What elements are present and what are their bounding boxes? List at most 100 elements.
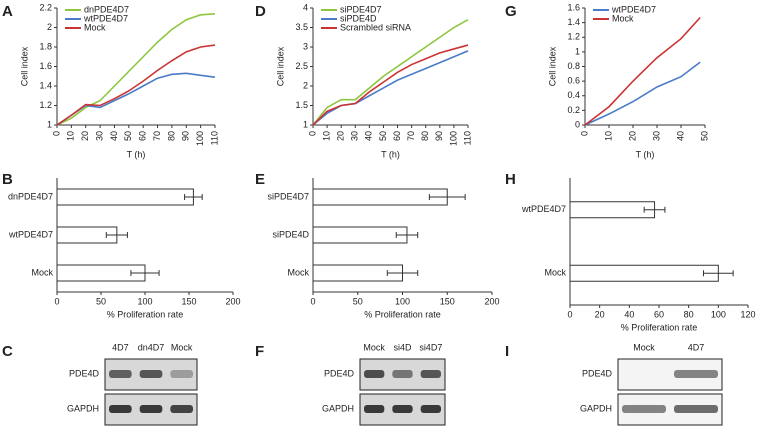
x-tick-label: 50 (96, 296, 106, 306)
y-tick-label: 4 (303, 2, 308, 12)
legend-label: Scrambled siRNA (340, 22, 411, 32)
category-label: Mock (31, 267, 53, 277)
x-tick-label: 0 (579, 131, 589, 136)
x-tick-label: 10 (603, 131, 613, 141)
legend-label: wtPDE4D7 (611, 4, 656, 14)
series-line (312, 19, 469, 126)
lane-label: si4D7 (419, 342, 442, 352)
legend-label: Mock (84, 22, 106, 32)
y-tick-label: 0.2 (567, 105, 580, 115)
y-tick-label: 1.4 (567, 17, 580, 27)
legend-label: siPDE4D7 (340, 4, 382, 14)
legend-label: siPDE4D (340, 13, 377, 23)
y-tick-label: 1.2 (39, 100, 52, 110)
y-tick-label: 1 (47, 119, 52, 129)
x-tick-label: 30 (651, 131, 661, 141)
blot-band (170, 370, 193, 378)
legend-label: wtPDE4D7 (83, 13, 128, 23)
x-tick-label: 20 (336, 131, 346, 141)
category-label: Mock (287, 267, 309, 277)
blot-band (139, 370, 163, 378)
series-line (584, 16, 701, 126)
row-label: GAPDH (322, 403, 354, 413)
series-line (56, 44, 216, 126)
y-tick-label: 1 (303, 119, 308, 129)
panel-letter: B (2, 171, 13, 188)
blot-band (392, 405, 413, 413)
y-tick-label: 1.6 (567, 2, 580, 12)
blot-band (420, 370, 441, 378)
error-bar (395, 232, 419, 238)
panel-letter: A (2, 3, 13, 20)
blot-band (170, 405, 193, 413)
x-axis-label: T (h) (381, 149, 400, 159)
x-axis-label: % Proliferation rate (107, 309, 184, 319)
row-label: PDE4D (69, 368, 100, 378)
x-tick-label: 10 (66, 131, 76, 141)
x-tick-label: 100 (711, 309, 726, 319)
y-tick-label: 3 (303, 41, 308, 51)
error-bar (643, 206, 666, 213)
category-label: dnPDE4D7 (8, 191, 53, 201)
panel-letter: G (505, 3, 517, 20)
row-label: PDE4D (324, 368, 355, 378)
blot-band (674, 370, 718, 378)
category-label: siPDE4D (272, 229, 309, 239)
x-tick-label: 30 (94, 131, 104, 141)
series-line (56, 13, 216, 126)
blot-band (109, 370, 132, 378)
y-tick-label: 0.6 (567, 76, 580, 86)
panel-letter: I (505, 343, 509, 360)
series-line (312, 44, 469, 126)
row-label: GAPDH (580, 403, 612, 413)
x-tick-label: 150 (440, 296, 455, 306)
y-tick-label: 0.4 (567, 90, 580, 100)
x-tick-label: 40 (109, 131, 119, 141)
x-tick-label: 80 (684, 309, 694, 319)
x-tick-label: 50 (378, 131, 388, 141)
error-bar (184, 194, 203, 200)
x-tick-label: 0 (54, 296, 59, 306)
row-label: PDE4D (582, 368, 613, 378)
x-tick-label: 70 (406, 131, 416, 141)
bar (569, 201, 656, 219)
lane-label: si4D (393, 342, 412, 352)
category-label: wtPDE4D7 (8, 229, 53, 239)
x-tick-label: 50 (699, 131, 709, 141)
error-bar (130, 270, 160, 276)
error-bar (105, 232, 128, 238)
blot-band (392, 370, 413, 378)
x-axis-label: % Proliferation rate (621, 322, 698, 332)
lane-label: dn4D7 (138, 342, 165, 352)
y-axis-label: Cell index (547, 46, 557, 86)
y-tick-label: 1.2 (567, 32, 580, 42)
x-axis-label: T (h) (636, 149, 655, 159)
error-bar (386, 270, 419, 276)
bar (569, 264, 719, 282)
blot-band (109, 405, 132, 413)
y-axis-label: Cell index (19, 46, 29, 86)
x-tick-label: 20 (627, 131, 637, 141)
x-tick-label: 100 (137, 296, 152, 306)
x-axis-label: T (h) (127, 149, 146, 159)
x-tick-label: 100 (195, 131, 205, 146)
x-tick-label: 80 (420, 131, 430, 141)
y-tick-label: 2 (303, 80, 308, 90)
category-label: siPDE4D7 (267, 191, 309, 201)
x-tick-label: 50 (353, 296, 363, 306)
x-tick-label: 120 (740, 309, 755, 319)
y-tick-label: 2.2 (39, 2, 52, 12)
x-tick-label: 30 (350, 131, 360, 141)
panel-letter: C (2, 343, 13, 360)
blot-frame (617, 358, 723, 391)
x-axis-label: % Proliferation rate (364, 309, 441, 319)
y-tick-label: 0.8 (567, 61, 580, 71)
x-tick-label: 90 (434, 131, 444, 141)
y-tick-label: 0 (575, 119, 580, 129)
y-tick-label: 1.4 (39, 80, 52, 90)
x-tick-label: 0 (567, 309, 572, 319)
bar (312, 188, 448, 206)
x-tick-label: 0 (310, 296, 315, 306)
x-tick-label: 200 (484, 296, 499, 306)
lane-label: Mock (633, 342, 655, 352)
